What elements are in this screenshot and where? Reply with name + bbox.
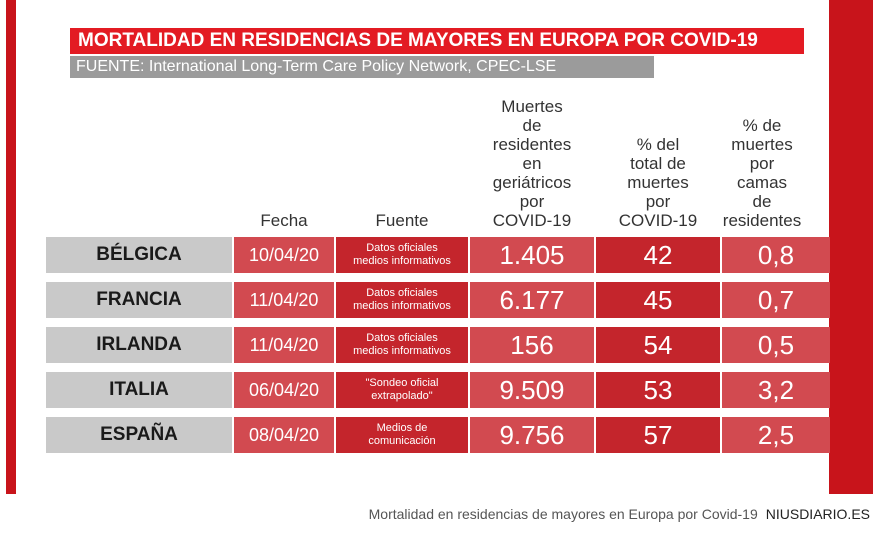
chart-frame: MORTALIDAD EN RESIDENCIAS DE MAYORES EN … (6, 0, 873, 494)
date-cell: 10/04/20 (234, 237, 334, 273)
pct-total-cell: 57 (596, 417, 720, 453)
table-row: IRLANDA 11/04/20 Datos oficiales medios in… (46, 327, 830, 363)
deaths-cell: 9.509 (470, 372, 594, 408)
pct-beds-cell: 3,2 (722, 372, 830, 408)
pct-beds-cell: 2,5 (722, 417, 830, 453)
source-cell: Datos oficiales medios informativos (336, 282, 468, 318)
source-cell: Medios de comunicación (336, 417, 468, 453)
header-fecha: Fecha (260, 211, 308, 230)
right-accent-bar (829, 0, 873, 494)
deaths-cell: 156 (470, 327, 594, 363)
pct-beds-cell: 0,5 (722, 327, 830, 363)
country-cell: BÉLGICA (46, 237, 232, 273)
deaths-cell: 6.177 (470, 282, 594, 318)
country-cell: IRLANDA (46, 327, 232, 363)
header-deaths: Muertes de residentes en geriátricos por… (492, 97, 572, 230)
date-cell: 08/04/20 (234, 417, 334, 453)
country-cell: ESPAÑA (46, 417, 232, 453)
header-pct-beds: % de muertes por camas de residentes (722, 116, 802, 230)
table-row: ITALIA 06/04/20 "Sondeo oficial extrapolad… (46, 372, 830, 408)
header-fuente: Fuente (375, 211, 429, 230)
caption: Mortalidad en residencias de mayores en … (369, 506, 870, 522)
date-cell: 06/04/20 (234, 372, 334, 408)
pct-beds-cell: 0,8 (722, 237, 830, 273)
caption-text: Mortalidad en residencias de mayores en … (368, 506, 758, 522)
source-cell: Datos oficiales medios informativos (336, 327, 468, 363)
date-cell: 11/04/20 (234, 282, 334, 318)
source-cell: Datos oficiales medios informativos (336, 237, 468, 273)
table-row: BÉLGICA 10/04/20 Datos oficiales medios in… (46, 237, 830, 273)
pct-beds-cell: 0,7 (722, 282, 830, 318)
header-pct-total: % del total de muertes por COVID-19 (618, 135, 698, 230)
country-cell: ITALIA (46, 372, 232, 408)
deaths-cell: 9.756 (470, 417, 594, 453)
deaths-cell: 1.405 (470, 237, 594, 273)
pct-total-cell: 53 (596, 372, 720, 408)
country-cell: FRANCIA (46, 282, 232, 318)
pct-total-cell: 54 (596, 327, 720, 363)
caption-brand: NIUSDIARIO.ES (765, 506, 870, 522)
left-accent-bar (6, 0, 16, 494)
chart-source: FUENTE: International Long-Term Care Pol… (70, 56, 654, 78)
pct-total-cell: 45 (596, 282, 720, 318)
chart-title: MORTALIDAD EN RESIDENCIAS DE MAYORES EN … (70, 28, 804, 54)
date-cell: 11/04/20 (234, 327, 334, 363)
table-row: FRANCIA 11/04/20 Datos oficiales medios in… (46, 282, 830, 318)
pct-total-cell: 42 (596, 237, 720, 273)
table-row: ESPAÑA 08/04/20 Medios de comunicación 9.75… (46, 417, 830, 453)
source-cell: "Sondeo oficial extrapolado" (336, 372, 468, 408)
